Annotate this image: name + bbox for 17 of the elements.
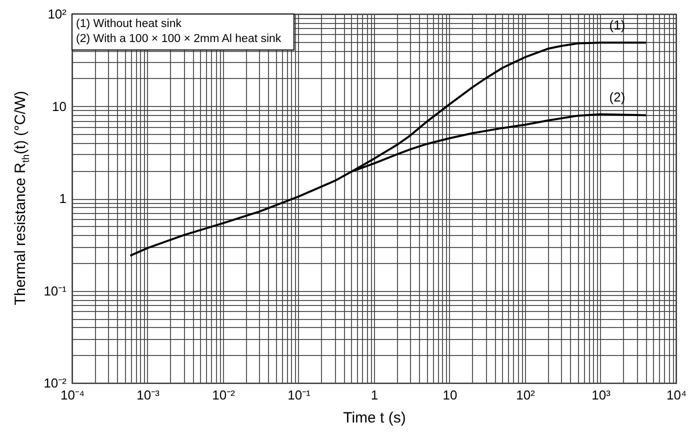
x-tick-label: 10² bbox=[516, 388, 536, 402]
x-tick-label: 10⁻² bbox=[212, 388, 236, 402]
x-tick-label: 10⁻⁴ bbox=[60, 388, 85, 402]
y-tick-label: 10⁻² bbox=[44, 376, 68, 390]
x-tick-label: 10³ bbox=[592, 388, 612, 402]
x-tick-label: 10⁻¹ bbox=[288, 388, 312, 402]
annotation: (2) With a 100 × 100 × 2mm Al heat sink bbox=[76, 33, 282, 45]
y-tick-label: 1 bbox=[59, 191, 66, 206]
x-axis-title: Time t (s) bbox=[343, 410, 406, 426]
annotation: (1) Without heat sink bbox=[76, 18, 182, 30]
x-tick-label: 1 bbox=[370, 388, 378, 402]
y-tick-label: 10 bbox=[52, 98, 66, 114]
y-tick-label: 10² bbox=[48, 6, 68, 22]
y-tick-label: 10⁻¹ bbox=[44, 283, 68, 298]
x-tick-label: 10 bbox=[442, 388, 458, 402]
x-tick-label: 10⁻³ bbox=[136, 388, 160, 402]
x-tick-label: 10⁴ bbox=[666, 388, 687, 402]
